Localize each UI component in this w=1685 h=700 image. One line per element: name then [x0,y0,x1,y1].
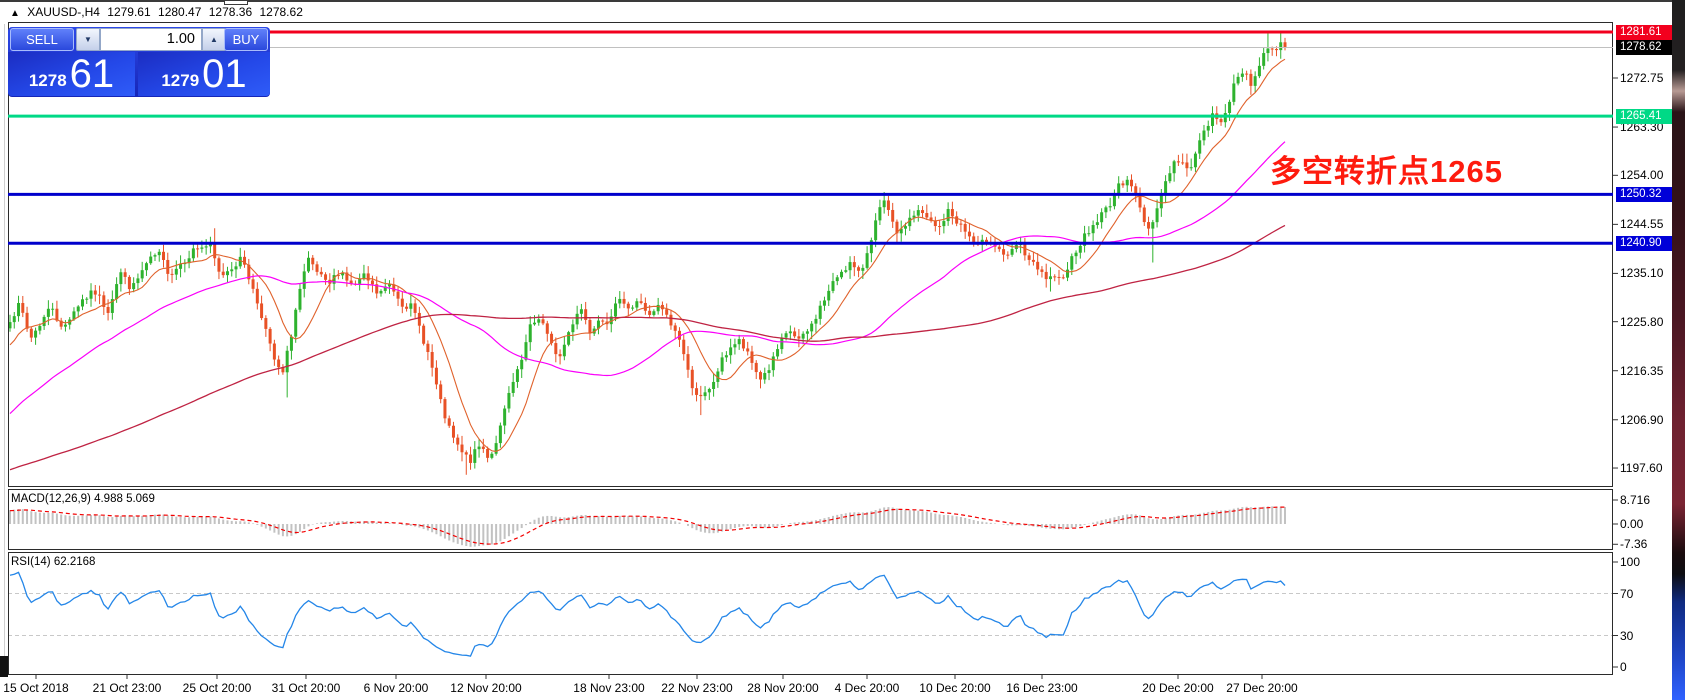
left-splitter [4,24,5,676]
time-axis-label: 4 Dec 20:00 [834,681,900,695]
window-top-border [0,0,1685,2]
rsi-tick-label: 70 [1620,586,1634,601]
price-badge: 1250.32 [1616,186,1678,202]
time-axis-label: 27 Dec 20:00 [1226,681,1298,695]
price-tick-label: 1272.75 [1620,71,1664,85]
macd-panel[interactable] [8,489,1613,550]
price-tick-label: 1254.00 [1620,168,1664,183]
buy-button[interactable]: BUY [224,28,268,51]
time-axis-label: 6 Nov 20:00 [363,681,429,695]
time-axis-label: 15 Oct 2018 [3,681,69,695]
price-tick-label: 1216.35 [1620,363,1664,378]
price-badge: 1281.61 [1616,24,1678,40]
lot-increase-button[interactable]: ▲ [202,28,226,51]
macd-tick-label: 0.00 [1620,517,1644,531]
buy-price-main: 1279 [161,71,200,90]
time-axis-label: 21 Oct 23:00 [92,681,162,695]
price-tick-label: 1235.10 [1620,266,1664,281]
rsi-layer [9,571,1612,657]
buy-price-display[interactable]: 1279 01 [138,52,270,96]
time-axis-label: 28 Nov 20:00 [747,681,819,695]
time-axis-label: 31 Oct 20:00 [271,681,341,695]
one-click-trading-panel: SELL ▼ 1.00 ▲ BUY 1278 61 1279 01 [8,27,270,97]
rsi-indicator-label: RSI(14) 62.2168 [11,556,95,568]
direction-up-icon: ▲ [10,8,20,19]
rsi-value: 62.2168 [53,556,96,568]
macd-tick-label: -7.36 [1620,537,1648,552]
rsi-tick-label: 100 [1620,555,1641,569]
rsi-tick-label: 30 [1620,628,1634,643]
time-axis-label: 22 Nov 23:00 [661,681,733,695]
macd-tick-label: 8.716 [1620,492,1651,507]
sell-price-pips: 61 [69,52,115,96]
symbol-period-label: XAUUSD-,H4 [27,5,100,19]
price-badge: 1240.90 [1616,235,1678,251]
lot-decrease-button[interactable]: ▼ [76,28,100,51]
chevron-up-icon: ▲ [210,35,218,44]
price-tick-label: 1244.55 [1620,217,1664,232]
chevron-down-icon: ▼ [84,35,92,44]
rsi-name: RSI(14) [11,556,51,568]
candles-layer [9,32,1287,475]
price-badge: 1265.41 [1616,108,1678,124]
macd-name: MACD(12,26,9) [11,493,91,505]
lot-size-input[interactable]: 1.00 [100,28,202,51]
time-axis-label: 16 Dec 23:00 [1006,681,1078,695]
rsi-panel[interactable] [8,552,1613,675]
macd-layer [9,506,1286,547]
ohlc-low: 1278.36 [208,5,253,19]
macd-indicator-label: MACD(12,26,9) 4.988 5.069 [11,493,155,505]
price-chart-panel[interactable] [8,22,1613,487]
chart-title-row: ▲ XAUUSD-,H4 1279.61 1280.47 1278.36 127… [10,5,307,19]
time-axis-label: 10 Dec 20:00 [919,681,991,695]
price-tick-label: 1197.60 [1620,461,1663,476]
price-tick-label: 1206.90 [1620,412,1664,427]
time-axis-label: 25 Oct 20:00 [182,681,252,695]
macd-values: 4.988 5.069 [94,493,155,505]
ohlc-close: 1278.62 [259,5,303,19]
ohlc-open: 1279.61 [107,5,151,19]
price-badge: 1278.62 [1616,40,1678,56]
buy-price-pips: 01 [202,52,247,96]
ohlc-high: 1280.47 [158,5,202,19]
background-window-edge [1672,0,1685,700]
sell-price-main: 1278 [28,71,67,90]
bottom-left-chrome-block [0,656,8,677]
sell-price-display[interactable]: 1278 61 [8,52,135,96]
chart-text-annotation: 多空转折点1265 [1270,154,1503,189]
time-axis-label: 18 Nov 23:00 [573,681,645,695]
toolbar-collapse-handle[interactable] [224,0,248,5]
price-tick-label: 1225.80 [1620,314,1664,329]
time-axis-label: 20 Dec 20:00 [1142,681,1214,695]
sell-button[interactable]: SELL [10,28,74,51]
time-axis-label: 12 Nov 20:00 [450,681,522,695]
rsi-tick-label: 0 [1620,660,1627,674]
